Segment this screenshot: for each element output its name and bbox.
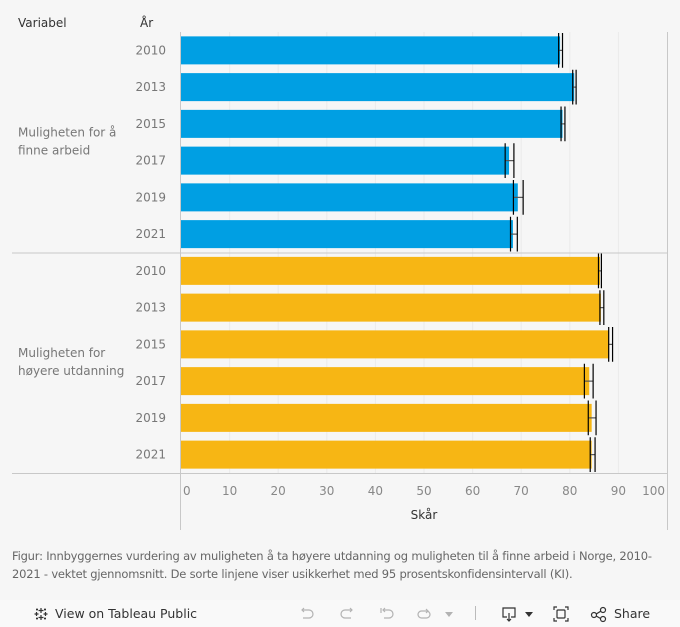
download-icon [500, 605, 518, 623]
group-label: Muligheten for [18, 346, 105, 360]
chart-frame [12, 32, 668, 530]
x-tick-label: 50 [416, 484, 431, 498]
x-axis-title: Skår [411, 508, 438, 522]
redo-icon [338, 605, 356, 623]
dropdown-icon [524, 609, 534, 619]
tableau-toolbar: View on Tableau Public [0, 600, 680, 627]
year-label: 2010 [135, 43, 166, 57]
bar [181, 403, 592, 432]
confidence-intervals [504, 33, 614, 472]
group-label: høyere utdanning [18, 364, 124, 378]
row-labels: 2010 2013 2015 2017 2019 2021 Muligheten for å… [18, 43, 166, 461]
download-button[interactable] [500, 600, 534, 627]
x-tick-label: 70 [514, 484, 529, 498]
x-tick-label: 80 [562, 484, 577, 498]
year-label: 2015 [135, 117, 166, 131]
year-label: 2013 [135, 80, 166, 94]
dropdown-icon [444, 609, 454, 619]
year-label: 2021 [135, 227, 166, 241]
group-label: Muligheten for å [18, 125, 116, 139]
figure-caption: Figur: Innbyggernes vurdering av mulighe… [12, 549, 652, 581]
x-tick-label: 10 [222, 484, 237, 498]
year-column-header: År [140, 16, 154, 30]
bar [181, 220, 513, 249]
bar [181, 256, 600, 285]
x-tick-label: 40 [368, 484, 383, 498]
share-button[interactable]: Share [590, 600, 650, 627]
refresh-dropdown-button[interactable] [444, 600, 454, 627]
x-tick-label: 100 [642, 484, 665, 498]
view-on-tableau-public-label: View on Tableau Public [55, 606, 198, 621]
bar [181, 440, 592, 469]
year-label: 2013 [135, 301, 166, 315]
x-tick-label: 0 [183, 484, 191, 498]
bar [181, 367, 590, 396]
share-icon [590, 605, 608, 623]
redo-button[interactable] [338, 600, 356, 627]
bar [181, 146, 510, 175]
bar [181, 293, 601, 322]
undo-icon [298, 605, 316, 623]
tableau-logo-icon [33, 606, 49, 622]
revert-button[interactable] [378, 600, 396, 627]
fullscreen-button[interactable] [552, 600, 570, 627]
bar [181, 183, 518, 212]
bar [181, 73, 575, 102]
bar [181, 109, 563, 138]
x-tick-label: 60 [465, 484, 480, 498]
variable-column-header: Variabel [18, 16, 67, 30]
year-label: 2015 [135, 337, 166, 351]
toolbar-divider [475, 606, 476, 620]
year-label: 2019 [135, 190, 166, 204]
share-label: Share [614, 606, 651, 621]
x-tick-label: 20 [271, 484, 286, 498]
bar [181, 36, 561, 65]
year-label: 2017 [135, 154, 166, 168]
fullscreen-icon [552, 605, 570, 623]
refresh-icon [415, 605, 433, 623]
bars [181, 36, 610, 469]
year-label: 2021 [135, 448, 166, 462]
group-label: finne arbeid [18, 143, 90, 157]
refresh-button[interactable] [415, 600, 433, 627]
x-tick-label: 30 [319, 484, 334, 498]
year-label: 2010 [135, 264, 166, 278]
bar [181, 330, 610, 359]
undo-button[interactable] [298, 600, 316, 627]
x-tick-label: 90 [611, 484, 626, 498]
view-on-tableau-public-button[interactable]: View on Tableau Public [33, 600, 197, 627]
year-label: 2019 [135, 411, 166, 425]
year-label: 2017 [135, 374, 166, 388]
x-axis: 0 10 20 30 40 50 60 70 80 90 100 Skår [183, 484, 665, 522]
revert-icon [378, 605, 396, 623]
